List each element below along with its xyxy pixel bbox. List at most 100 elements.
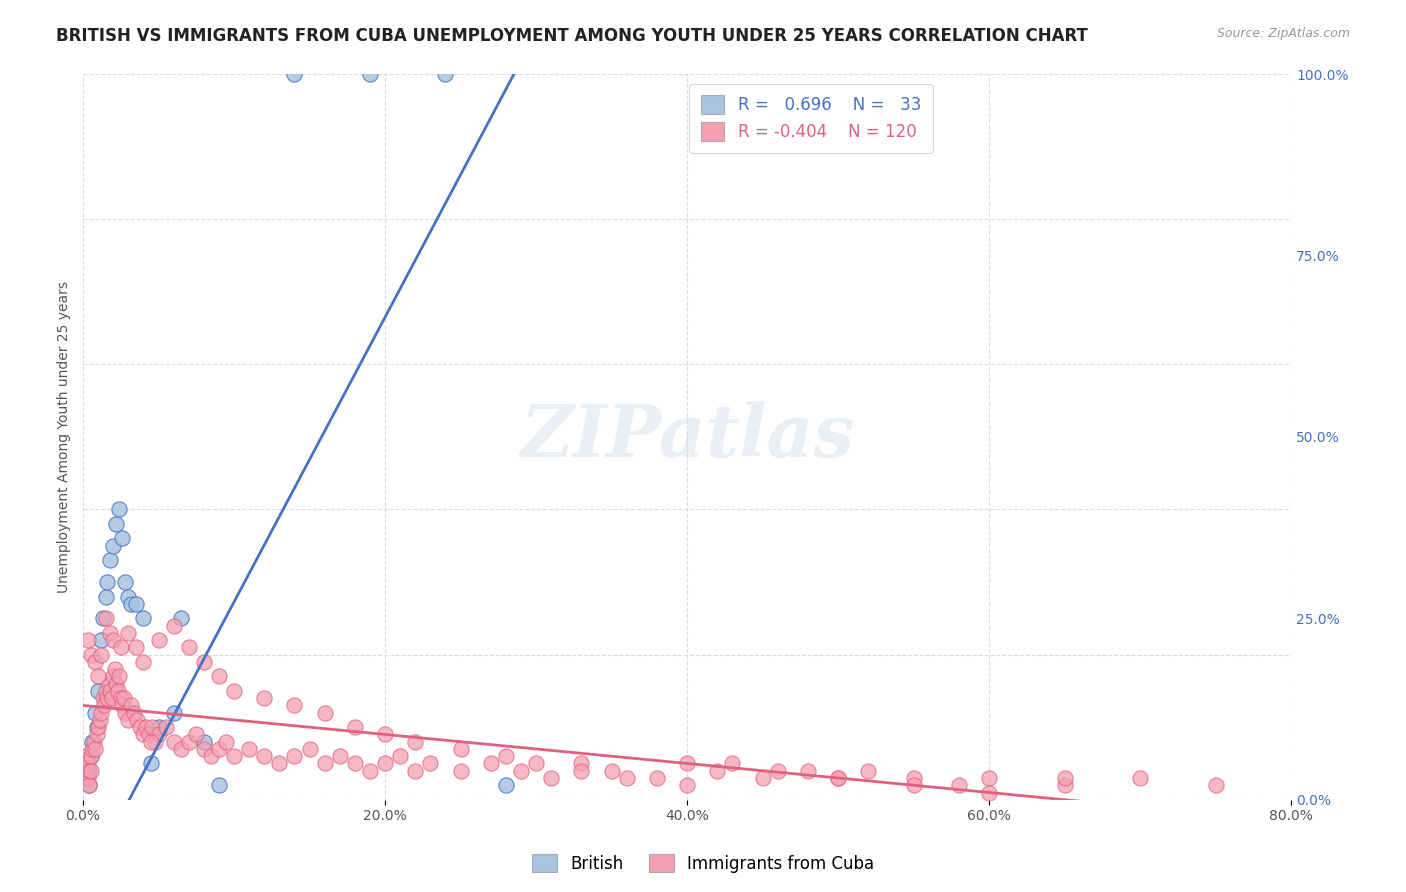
Point xyxy=(129,720,152,734)
Point xyxy=(193,735,215,749)
Point xyxy=(162,706,184,720)
Point xyxy=(600,764,623,778)
Point xyxy=(76,771,98,785)
Point xyxy=(148,633,170,648)
Point xyxy=(79,764,101,778)
Point xyxy=(359,764,381,778)
Point xyxy=(103,633,125,648)
Point xyxy=(104,662,127,676)
Point xyxy=(86,720,108,734)
Point xyxy=(222,749,245,764)
Point xyxy=(450,742,472,756)
Point xyxy=(1205,778,1227,792)
Point xyxy=(616,771,638,785)
Point xyxy=(124,706,146,720)
Point xyxy=(200,749,222,764)
Point xyxy=(827,771,849,785)
Point xyxy=(208,742,231,756)
Legend: R =   0.696    N =   33, R = -0.404    N = 120: R = 0.696 N = 33, R = -0.404 N = 120 xyxy=(689,84,932,153)
Point xyxy=(117,625,139,640)
Point xyxy=(253,691,276,706)
Point xyxy=(87,669,110,683)
Point xyxy=(73,771,96,785)
Point xyxy=(676,778,699,792)
Point xyxy=(903,778,925,792)
Point xyxy=(86,727,108,741)
Point xyxy=(979,771,1001,785)
Point xyxy=(645,771,668,785)
Point xyxy=(132,655,155,669)
Point xyxy=(73,756,96,771)
Point xyxy=(155,720,177,734)
Point xyxy=(94,590,117,604)
Point xyxy=(84,742,107,756)
Point xyxy=(141,720,163,734)
Point xyxy=(540,771,562,785)
Point xyxy=(343,756,366,771)
Point xyxy=(283,698,305,713)
Point xyxy=(120,698,142,713)
Point xyxy=(84,655,107,669)
Point xyxy=(215,735,238,749)
Point xyxy=(79,648,101,662)
Point xyxy=(80,735,103,749)
Point xyxy=(75,764,97,778)
Point xyxy=(132,611,155,625)
Point xyxy=(186,727,208,741)
Point xyxy=(73,756,96,771)
Point xyxy=(89,713,111,727)
Point xyxy=(479,756,502,771)
Point xyxy=(238,742,260,756)
Point xyxy=(117,713,139,727)
Point xyxy=(314,706,336,720)
Point xyxy=(404,735,426,749)
Point xyxy=(98,684,121,698)
Text: ZIPatlas: ZIPatlas xyxy=(520,401,855,473)
Point xyxy=(450,764,472,778)
Point xyxy=(98,625,121,640)
Point xyxy=(87,684,110,698)
Point xyxy=(138,727,160,741)
Point xyxy=(77,764,100,778)
Point xyxy=(90,633,112,648)
Point xyxy=(145,735,167,749)
Point xyxy=(94,611,117,625)
Point xyxy=(110,640,132,655)
Point xyxy=(114,575,136,590)
Point xyxy=(1053,778,1076,792)
Point xyxy=(314,756,336,771)
Point xyxy=(80,742,103,756)
Point xyxy=(170,742,193,756)
Point xyxy=(76,633,98,648)
Point xyxy=(125,597,148,611)
Point xyxy=(903,771,925,785)
Point xyxy=(77,778,100,792)
Point xyxy=(269,756,291,771)
Point xyxy=(343,720,366,734)
Point xyxy=(107,684,129,698)
Point xyxy=(208,778,231,792)
Point xyxy=(283,67,305,81)
Point xyxy=(105,516,128,531)
Point xyxy=(495,778,517,792)
Point xyxy=(94,684,117,698)
Point xyxy=(120,597,142,611)
Point xyxy=(706,764,728,778)
Point xyxy=(97,676,120,690)
Y-axis label: Unemployment Among Youth under 25 years: Unemployment Among Youth under 25 years xyxy=(58,281,72,593)
Text: Source: ZipAtlas.com: Source: ZipAtlas.com xyxy=(1216,27,1350,40)
Point xyxy=(374,756,396,771)
Point xyxy=(114,706,136,720)
Point xyxy=(404,764,426,778)
Point xyxy=(139,735,162,749)
Point xyxy=(1053,771,1076,785)
Point xyxy=(103,539,125,553)
Point xyxy=(76,756,98,771)
Point xyxy=(170,611,193,625)
Point xyxy=(283,749,305,764)
Point xyxy=(111,532,134,546)
Point xyxy=(193,742,215,756)
Point xyxy=(162,735,184,749)
Point xyxy=(766,764,789,778)
Point xyxy=(135,720,157,734)
